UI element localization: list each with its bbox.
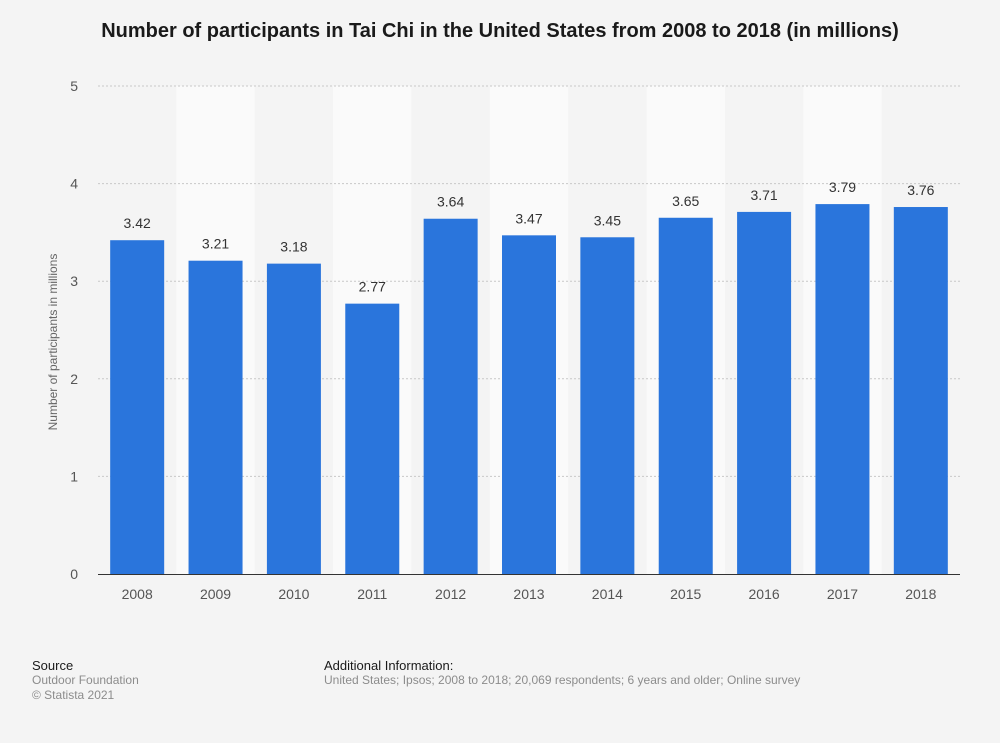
x-tick-label: 2016: [749, 586, 780, 602]
bar-2014[interactable]: [580, 237, 634, 574]
x-tick-label: 2013: [513, 586, 544, 602]
bar-2011[interactable]: [345, 304, 399, 574]
x-tick-label: 2017: [827, 586, 858, 602]
bar-2012[interactable]: [424, 219, 478, 574]
bar-2018[interactable]: [894, 207, 948, 574]
x-tick-label: 2010: [278, 586, 309, 602]
value-label: 3.47: [515, 210, 542, 226]
value-label: 3.21: [202, 236, 229, 252]
additional-info-block: Additional Information: United States; I…: [324, 658, 800, 688]
y-tick-label: 0: [70, 566, 78, 582]
x-tick-label: 2012: [435, 586, 466, 602]
y-tick-label: 3: [70, 273, 78, 289]
value-label: 3.79: [829, 179, 856, 195]
bar-2008[interactable]: [110, 240, 164, 574]
source-name[interactable]: Outdoor Foundation: [32, 673, 139, 688]
x-tick-label: 2008: [122, 586, 153, 602]
x-tick-labels: 2008 2009 2010 2011 2012 2013 2014 2015 2016 2017…: [122, 586, 937, 602]
y-tick-label: 5: [70, 78, 78, 94]
additional-info-heading: Additional Information:: [324, 658, 800, 673]
x-tick-label: 2018: [905, 586, 936, 602]
y-tick-label: 2: [70, 371, 78, 387]
value-label: 3.42: [124, 215, 151, 231]
x-tick-label: 2014: [592, 586, 623, 602]
copyright[interactable]: © Statista 2021: [32, 688, 139, 703]
bar-2015[interactable]: [659, 218, 713, 574]
bar-2013[interactable]: [502, 235, 556, 574]
bar-2010[interactable]: [267, 264, 321, 574]
y-axis-title: Number of participants in millions: [46, 254, 60, 431]
bar-2009[interactable]: [189, 261, 243, 574]
value-label: 3.64: [437, 194, 464, 210]
additional-info-text: United States; Ipsos; 2008 to 2018; 20,0…: [324, 673, 800, 688]
x-tick-label: 2011: [357, 586, 387, 602]
x-tick-label: 2015: [670, 586, 701, 602]
value-label: 3.45: [594, 212, 621, 228]
bar-2017[interactable]: [815, 204, 869, 574]
value-label: 3.76: [907, 182, 934, 198]
bar-chart: 3.42 3.21 3.18 2.77 3.64 3.47 3.45 3.65 3.71 3.79…: [0, 0, 1000, 743]
bar-2016[interactable]: [737, 212, 791, 574]
x-tick-label: 2009: [200, 586, 231, 602]
value-label: 2.77: [359, 279, 386, 295]
value-label: 3.65: [672, 193, 699, 209]
y-tick-label: 4: [70, 176, 78, 192]
y-tick-labels: 0 1 2 3 4 5: [70, 78, 78, 582]
y-tick-label: 1: [70, 468, 78, 484]
source-block: Source Outdoor Foundation © Statista 202…: [32, 658, 139, 703]
source-heading: Source: [32, 658, 139, 673]
value-label: 3.71: [750, 187, 777, 203]
value-label: 3.18: [280, 239, 307, 255]
